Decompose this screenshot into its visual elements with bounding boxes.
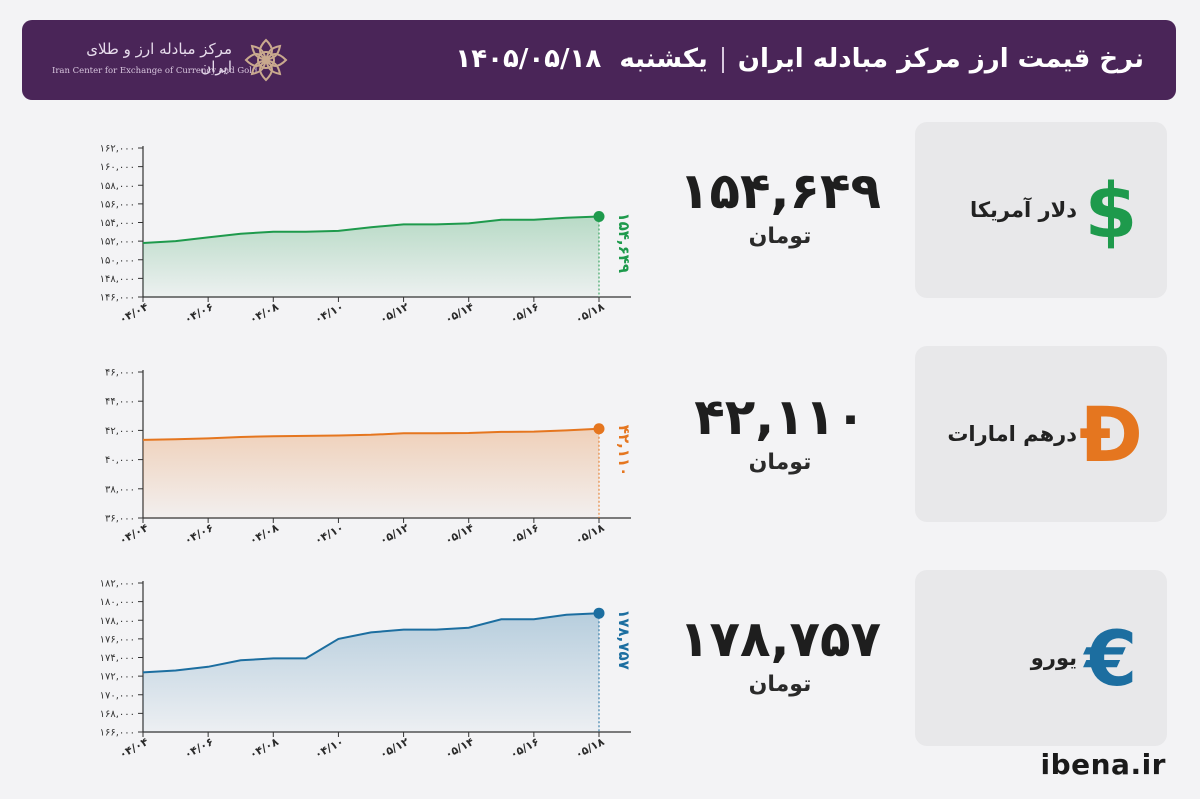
x-tick-label: ۰۴/۰۶ xyxy=(182,735,215,761)
x-tick-label: ۰۵/۱۸ xyxy=(573,735,607,761)
price-value: ۱۷۸,۷۵۷ xyxy=(678,610,882,668)
header-date: ۱۴۰۵/۰۵/۱۸ xyxy=(455,44,602,74)
header-title: نرخ قیمت ارز مرکز مبادله ایران یکشنبه ۱۴۰… xyxy=(455,44,1144,74)
x-tick-label: ۰۵/۱۲ xyxy=(378,735,412,761)
x-tick-label: ۰۴/۰۴ xyxy=(117,521,151,547)
last-value-label: ۱۷۸,۷۵۷ xyxy=(615,609,633,670)
currency-name: درهم امارات xyxy=(947,422,1077,446)
x-tick-label: ۰۵/۱۸ xyxy=(573,300,607,326)
x-tick-label: ۰۴/۱۰ xyxy=(312,521,345,547)
y-tick-label: ۱۴۸,۰۰۰ xyxy=(100,274,135,285)
chart-aed: ۳۶,۰۰۰ ۳۸,۰۰۰ ۴۰,۰۰۰ ۴۲,۰۰۰ ۴۴,۰۰۰ ۴۶,۰۰۰ ۰۴/۰… xyxy=(105,368,633,548)
y-tick-label: ۱۶۶,۰۰۰ xyxy=(100,728,135,739)
price-unit: تومان xyxy=(748,224,812,249)
x-tick-label: ۰۵/۱۶ xyxy=(508,521,541,547)
y-tick-label: ۳۶,۰۰۰ xyxy=(105,514,135,525)
price-value: ۱۵۴,۶۴۹ xyxy=(678,162,882,220)
x-tick-label: ۰۴/۰۴ xyxy=(117,300,151,326)
series-area xyxy=(143,428,599,518)
x-tick-label: ۰۴/۰۶ xyxy=(182,300,215,326)
y-tick-label: ۱۵۲,۰۰۰ xyxy=(100,237,135,248)
y-tick-label: ۱۴۶,۰۰۰ xyxy=(100,293,135,304)
price-block-aed: ۴۲,۱۱۰ تومان xyxy=(640,388,920,475)
y-tick-label: ۱۷۴,۰۰۰ xyxy=(100,653,135,664)
x-tick-label: ۰۴/۱۰ xyxy=(312,735,345,761)
y-tick-label: ۴۶,۰۰۰ xyxy=(105,368,135,379)
last-value-label: ۱۵۴,۶۴۹ xyxy=(615,212,633,273)
x-tick-label: ۰۵/۱۶ xyxy=(508,735,541,761)
y-tick-label: ۱۸۲,۰۰۰ xyxy=(100,579,135,590)
y-tick-label: ۱۶۸,۰۰۰ xyxy=(100,709,135,720)
currency-name: یورو xyxy=(1030,646,1077,670)
currency-card-aed: درهم امارات Đ xyxy=(915,346,1167,522)
x-tick-label: ۰۴/۰۸ xyxy=(247,735,281,761)
series-area xyxy=(143,216,599,297)
header-bar: مرکز مبادله ارز و طلای ایران Iran Center… xyxy=(22,20,1176,100)
dollar-sign-icon: $ xyxy=(1084,166,1138,255)
y-tick-label: ۱۷۰,۰۰۰ xyxy=(100,690,135,701)
y-tick-label: ۱۵۸,۰۰۰ xyxy=(100,181,135,192)
chart-eur: ۱۶۶,۰۰۰ ۱۶۸,۰۰۰ ۱۷۰,۰۰۰ ۱۷۲,۰۰۰ ۱۷۴,۰۰۰ ۱۷۶,۰… xyxy=(100,579,633,762)
logo: مرکز مبادله ارز و طلای ایران Iran Center… xyxy=(52,34,292,88)
logo-text-fa: مرکز مبادله ارز و طلای ایران xyxy=(86,40,232,76)
header-day: یکشنبه xyxy=(619,44,708,74)
currency-card-eur: یورو € xyxy=(915,570,1167,746)
x-tick-label: ۰۵/۱۲ xyxy=(378,521,412,547)
x-tick-label: ۰۴/۰۶ xyxy=(182,521,215,547)
logo-text-en: Iran Center for Exchange of Currency and… xyxy=(52,66,258,76)
price-unit: تومان xyxy=(748,450,812,475)
x-tick-label: ۰۴/۱۰ xyxy=(312,300,345,326)
y-tick-label: ۱۵۴,۰۰۰ xyxy=(100,218,135,229)
chart-usd: ۱۴۶,۰۰۰ ۱۴۸,۰۰۰ ۱۵۰,۰۰۰ ۱۵۲,۰۰۰ ۱۵۴,۰۰۰ ۱۵۶,۰… xyxy=(100,144,633,327)
price-unit: تومان xyxy=(748,672,812,697)
last-value-label: ۴۲,۱۱۰ xyxy=(615,425,633,476)
header-title-text: نرخ قیمت ارز مرکز مبادله ایران xyxy=(737,44,1144,74)
logo-emblem-icon xyxy=(244,38,288,82)
x-tick-label: ۰۵/۱۴ xyxy=(443,300,477,326)
dirham-sign-icon: Đ xyxy=(1079,390,1143,479)
last-point-marker xyxy=(593,210,605,222)
x-tick-label: ۰۵/۱۲ xyxy=(378,300,412,326)
y-tick-label: ۴۲,۰۰۰ xyxy=(105,426,135,437)
y-tick-label: ۱۷۸,۰۰۰ xyxy=(100,616,135,627)
x-tick-label: ۰۵/۱۶ xyxy=(508,300,541,326)
x-tick-label: ۰۴/۰۸ xyxy=(247,300,281,326)
currency-card-usd: دلار آمریکا $ xyxy=(915,122,1167,298)
y-tick-label: ۱۷۶,۰۰۰ xyxy=(100,634,135,645)
price-value: ۴۲,۱۱۰ xyxy=(694,388,866,446)
price-block-eur: ۱۷۸,۷۵۷ تومان xyxy=(640,610,920,697)
x-tick-label: ۰۴/۰۸ xyxy=(247,521,281,547)
price-block-usd: ۱۵۴,۶۴۹ تومان xyxy=(640,162,920,249)
y-tick-label: ۱۵۰,۰۰۰ xyxy=(100,255,135,266)
x-tick-label: ۰۵/۱۴ xyxy=(443,735,477,761)
y-tick-label: ۴۰,۰۰۰ xyxy=(105,455,135,466)
y-tick-label: ۱۶۲,۰۰۰ xyxy=(100,144,135,155)
y-tick-label: ۴۴,۰۰۰ xyxy=(105,397,135,408)
currency-name: دلار آمریکا xyxy=(969,198,1077,222)
y-tick-label: ۱۵۶,۰۰۰ xyxy=(100,199,135,210)
footer-site: ibena.ir xyxy=(1040,748,1166,781)
header-separator xyxy=(721,46,724,73)
y-tick-label: ۱۶۰,۰۰۰ xyxy=(100,162,135,173)
y-tick-label: ۱۸۰,۰۰۰ xyxy=(100,597,135,608)
x-tick-label: ۰۴/۰۴ xyxy=(117,735,151,761)
x-tick-label: ۰۵/۱۸ xyxy=(573,521,607,547)
euro-sign-icon: € xyxy=(1084,614,1138,703)
y-tick-label: ۳۸,۰۰۰ xyxy=(105,484,135,495)
series-area xyxy=(143,613,599,732)
y-tick-label: ۱۷۲,۰۰۰ xyxy=(100,672,135,683)
x-tick-label: ۰۵/۱۴ xyxy=(443,521,477,547)
